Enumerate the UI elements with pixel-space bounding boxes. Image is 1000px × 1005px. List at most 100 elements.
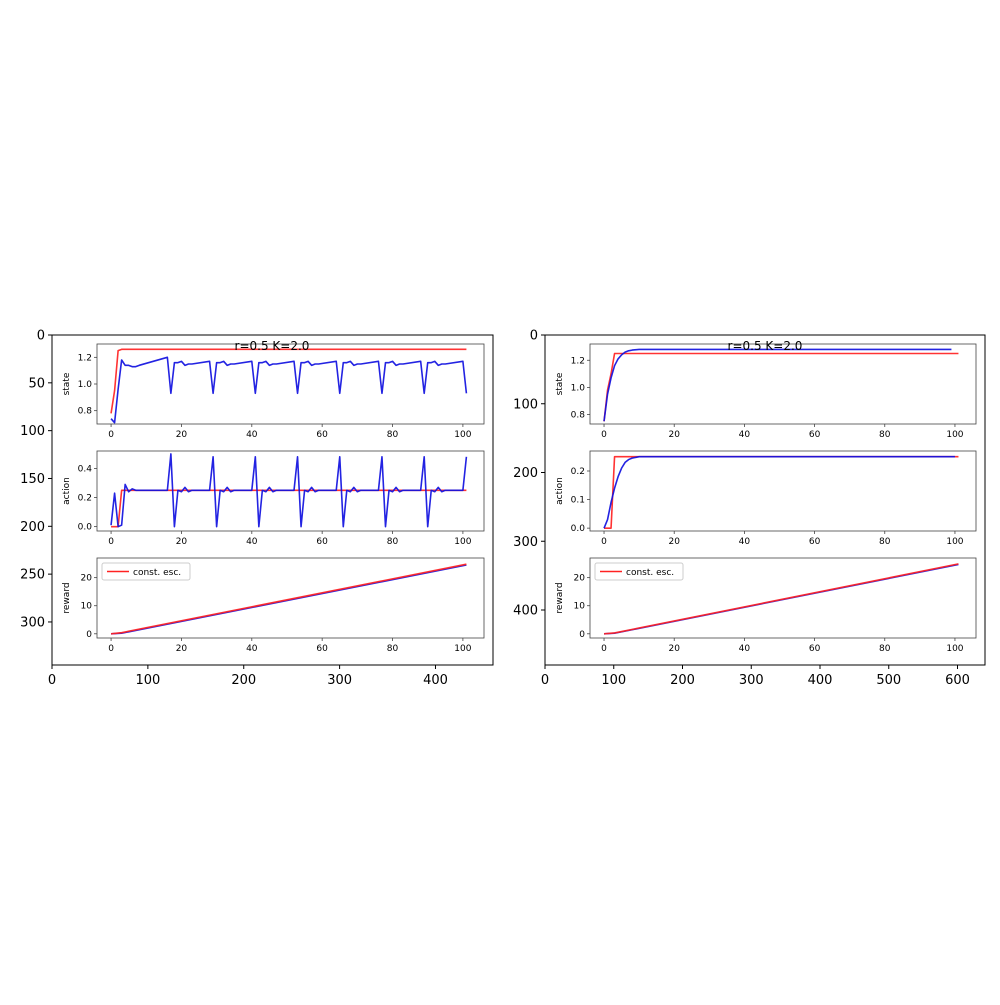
annotation: r=0.5 K=2.0: [728, 339, 803, 353]
y-tick-label: 10: [574, 602, 586, 612]
x-tick-label: 80: [387, 430, 399, 440]
y-tick-label: 0.8: [78, 407, 93, 417]
outer-x-tick-label: 400: [808, 673, 833, 688]
x-tick-label: 100: [454, 430, 471, 440]
y-tick-label: 20: [81, 574, 93, 584]
legend-label: const. esc.: [133, 568, 181, 578]
subplot-action: 0 20 40 60 80 100 0.0 0.1 0.2 action: [555, 450, 977, 547]
outer-y-tick-label: 50: [28, 376, 45, 391]
legend: const. esc.: [101, 562, 191, 581]
outer-y-tick-label: 250: [20, 568, 45, 583]
subplot-reward: 0 20 40 60 80 100 0 10 20 reward const. esc.: [62, 557, 485, 654]
outer-y-tick-label: 300: [513, 535, 538, 550]
x-tick-label: 100: [946, 644, 963, 654]
y-axis-label: reward: [62, 582, 72, 613]
series-line-2: [110, 563, 467, 635]
series-line-2: [603, 455, 955, 529]
x-tick-label: 60: [809, 430, 821, 440]
y-axis-label: action: [62, 477, 72, 505]
y-tick-label: 20: [574, 574, 586, 584]
x-tick-label: 20: [668, 644, 680, 654]
subplot-frame: [589, 343, 977, 425]
outer-y-tick-label: 100: [20, 424, 45, 439]
y-axis-label: reward: [555, 582, 565, 613]
outer-x-tick-label: 400: [423, 673, 448, 688]
y-tick-label: 1.2: [78, 353, 92, 363]
outer-y-tick-label: 200: [513, 466, 538, 481]
series-line-2: [603, 563, 959, 635]
outer-x-tick-label: 300: [739, 673, 764, 688]
outer-x-tick-label: 300: [327, 673, 352, 688]
outer-x-tick-label: 100: [601, 673, 626, 688]
x-tick-label: 20: [176, 537, 188, 547]
outer-y-tick-label: 200: [20, 520, 45, 535]
x-tick-label: 0: [108, 644, 114, 654]
subplot-frame: [589, 450, 977, 532]
x-tick-label: 100: [454, 644, 471, 654]
legend-box: [594, 562, 684, 581]
x-tick-label: 60: [316, 644, 328, 654]
x-tick-label: 0: [108, 537, 114, 547]
y-axis-label: state: [62, 372, 72, 395]
y-axis-label: state: [555, 372, 565, 395]
x-tick-label: 40: [246, 537, 258, 547]
y-tick-label: 1.0: [571, 383, 586, 393]
y-tick-label: 0.1: [571, 496, 585, 506]
x-tick-label: 20: [176, 644, 188, 654]
x-tick-label: 40: [739, 644, 751, 654]
subplot-action: 0 20 40 60 80 100 0.0 0.2 0.4 action: [62, 450, 485, 547]
subplot-frame: [96, 343, 485, 425]
outer-y-tick-label: 100: [513, 397, 538, 412]
x-tick-label: 40: [246, 430, 258, 440]
outer-y-tick-label: 300: [20, 615, 45, 630]
outer-x-tick-label: 0: [48, 673, 56, 688]
subplot-state: 0 20 40 60 80 100 0.8 1.0 1.2 state: [62, 343, 485, 440]
x-tick-label: 20: [176, 430, 188, 440]
outer-y-tick-label: 0: [530, 329, 538, 344]
outer-y-tick-label: 0: [37, 329, 45, 344]
x-tick-label: 100: [946, 430, 963, 440]
x-tick-label: 80: [879, 430, 891, 440]
legend-box: [101, 562, 191, 581]
series-line-2: [603, 348, 952, 422]
x-tick-label: 100: [454, 537, 471, 547]
y-tick-label: 0.8: [571, 411, 586, 421]
y-tick-label: 1.0: [78, 380, 93, 390]
legend-label: const. esc.: [626, 568, 674, 578]
x-tick-label: 60: [316, 430, 328, 440]
subplot-state: 0 20 40 60 80 100 0.8 1.0 1.2 state: [555, 343, 977, 440]
x-tick-label: 20: [668, 537, 680, 547]
x-tick-label: 40: [739, 537, 751, 547]
x-tick-label: 0: [108, 430, 114, 440]
y-tick-label: 0: [579, 630, 585, 640]
outer-x-tick-label: 200: [231, 673, 256, 688]
x-tick-label: 60: [316, 537, 328, 547]
y-tick-label: 1.2: [571, 356, 585, 366]
outer-x-tick-label: 600: [945, 673, 970, 688]
outer-axes-frame: [51, 334, 494, 666]
x-tick-label: 60: [809, 537, 821, 547]
outer-x-tick-label: 500: [876, 673, 901, 688]
x-tick-label: 100: [946, 537, 963, 547]
x-tick-label: 0: [601, 430, 607, 440]
x-tick-label: 60: [809, 644, 821, 654]
series-line-2: [110, 453, 468, 528]
x-tick-label: 40: [246, 644, 258, 654]
x-tick-label: 0: [601, 644, 607, 654]
x-tick-label: 20: [668, 430, 680, 440]
outer-axes-frame: [544, 334, 986, 666]
y-tick-label: 0.0: [78, 523, 93, 533]
outer-y-tick-label: 150: [20, 472, 45, 487]
y-tick-label: 0.0: [571, 524, 586, 534]
legend: const. esc.: [594, 562, 684, 581]
outer-y-tick-label: 400: [513, 604, 538, 619]
annotation: r=0.5 K=2.0: [235, 339, 310, 353]
x-tick-label: 80: [879, 537, 891, 547]
x-tick-label: 0: [601, 537, 607, 547]
x-tick-label: 80: [387, 644, 399, 654]
y-tick-label: 0.4: [78, 464, 93, 474]
series-line-2: [110, 356, 468, 424]
